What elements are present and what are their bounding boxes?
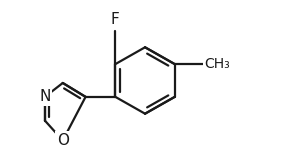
Text: N: N <box>39 89 51 104</box>
Text: CH₃: CH₃ <box>205 57 230 71</box>
Text: O: O <box>57 133 69 148</box>
Text: F: F <box>111 12 120 27</box>
